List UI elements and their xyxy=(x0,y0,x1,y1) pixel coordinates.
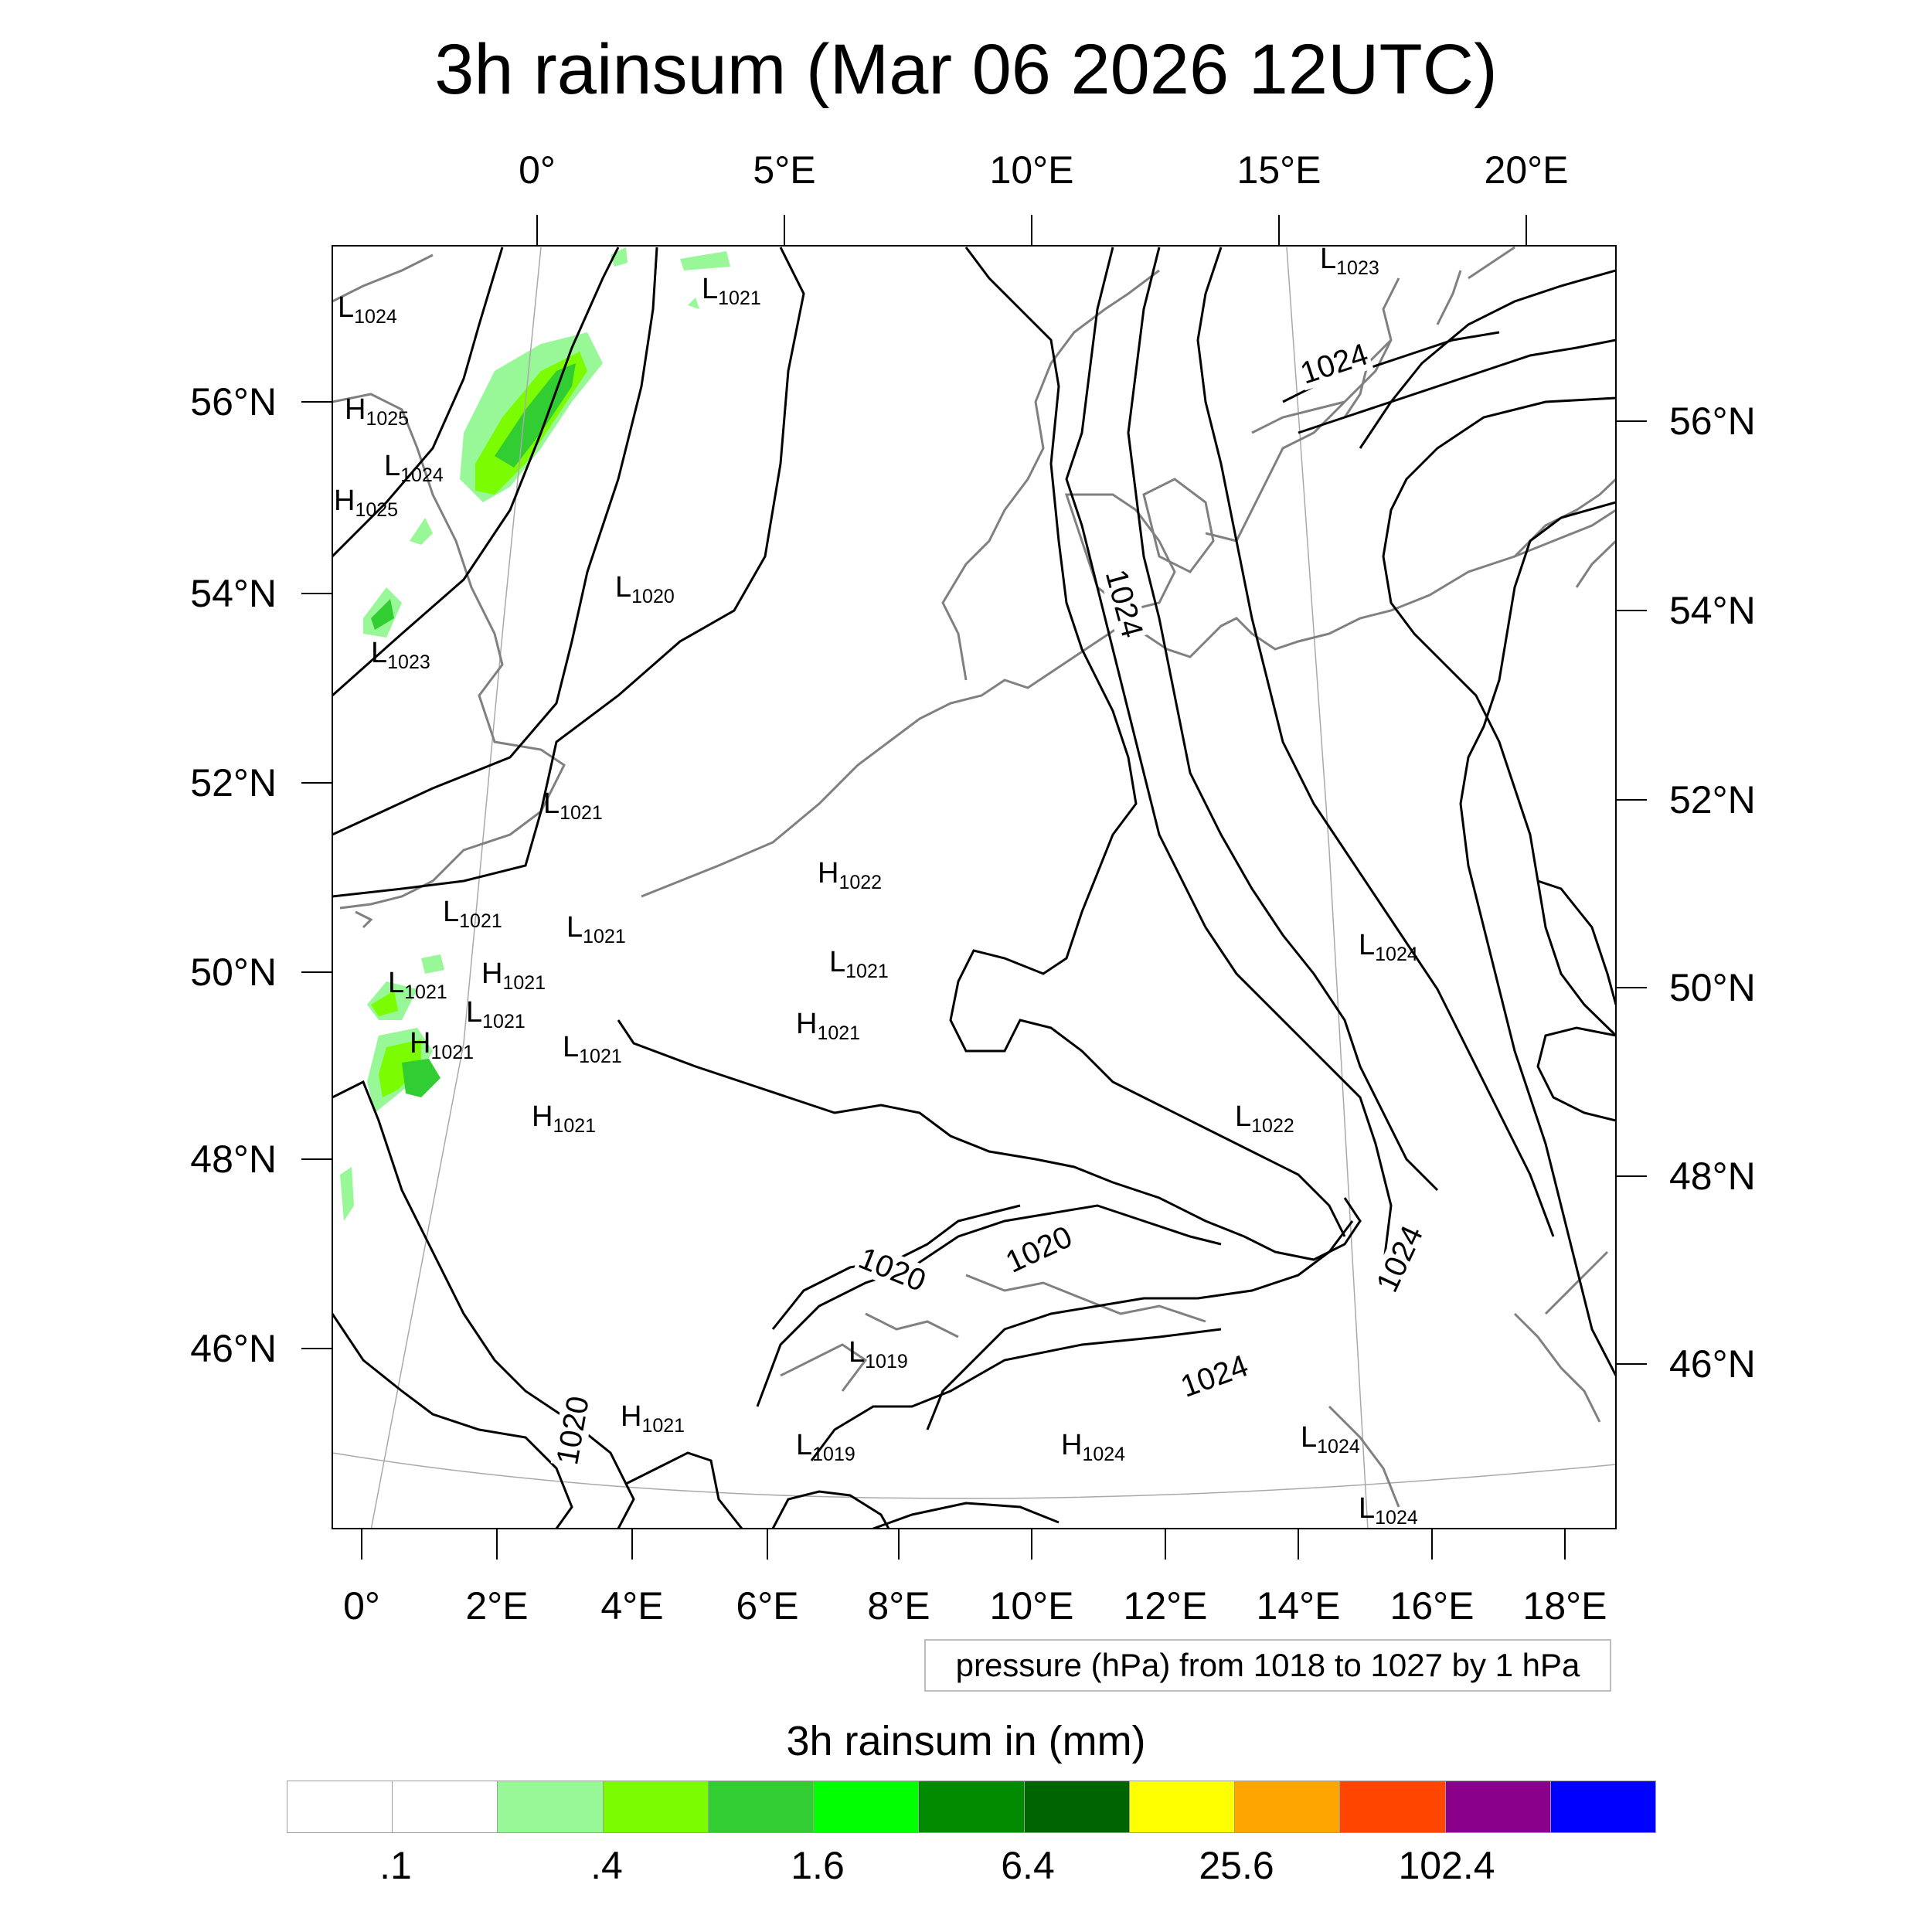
top-lon-label: 0° xyxy=(519,148,556,192)
rain-area xyxy=(371,991,398,1016)
pressure-center-label: H1021 xyxy=(621,1400,685,1437)
right-lat-label: 46°N xyxy=(1669,1342,1756,1386)
colorbar-label: .4 xyxy=(590,1844,623,1887)
rain-area xyxy=(495,363,576,468)
colorbar-label: 102.4 xyxy=(1398,1844,1495,1887)
colorbar-title: 3h rainsum in (mm) xyxy=(786,1718,1146,1764)
left-lat-label: 54°N xyxy=(190,572,277,615)
pressure-center-label: L1020 xyxy=(615,571,675,607)
pressure-center-label: L1021 xyxy=(443,896,502,932)
pressure-center-label: H1021 xyxy=(410,1027,474,1063)
isobars xyxy=(332,247,1616,1529)
bottom-lon-label: 16°E xyxy=(1389,1584,1475,1628)
pressure-center-label: L1019 xyxy=(796,1429,855,1465)
rain-area xyxy=(340,1167,354,1221)
bottom-lon-label: 14°E xyxy=(1256,1584,1341,1628)
rain-area xyxy=(611,247,628,267)
tick-marks xyxy=(301,215,1647,1560)
colorbar-box xyxy=(393,1781,498,1832)
colorbar-label: .1 xyxy=(379,1844,412,1887)
right-lat-label: 48°N xyxy=(1669,1155,1756,1198)
pressure-center-label: H1024 xyxy=(1061,1429,1126,1465)
pressure-center-label: L1023 xyxy=(371,637,430,673)
colorbar xyxy=(287,1781,1656,1833)
bottom-lon-label: 12°E xyxy=(1123,1584,1208,1628)
coastlines xyxy=(332,246,1616,1508)
pressure-center-label: L1021 xyxy=(563,1031,622,1067)
bottom-lon-label: 2°E xyxy=(465,1584,529,1628)
top-lon-label: 5°E xyxy=(753,148,816,192)
colorbar-box xyxy=(287,1781,393,1832)
pressure-center-label: H1025 xyxy=(345,393,410,430)
left-lat-label: 46°N xyxy=(190,1327,277,1370)
graticule xyxy=(332,247,1616,1529)
right-lat-label: 54°N xyxy=(1669,589,1756,632)
pressure-center-label: L1024 xyxy=(1301,1421,1360,1458)
pressure-center-label: L1021 xyxy=(702,273,761,309)
colorbar-box xyxy=(814,1781,920,1832)
pressure-center-label: H1021 xyxy=(796,1008,861,1044)
colorbar-box xyxy=(498,1781,604,1832)
colorbar-box xyxy=(708,1781,815,1832)
right-lat-label: 56°N xyxy=(1669,400,1756,443)
pressure-center-label: H1021 xyxy=(481,957,546,994)
pressure-center-label: H1022 xyxy=(818,857,883,893)
rain-areas xyxy=(340,247,730,1221)
rain-area xyxy=(688,298,699,309)
colorbar-label: 25.6 xyxy=(1199,1844,1274,1887)
top-lon-label: 20°E xyxy=(1484,148,1569,192)
pressure-center-label: L1019 xyxy=(849,1336,908,1372)
colorbar-box xyxy=(1235,1781,1341,1832)
rain-area xyxy=(421,954,444,974)
colorbar-box xyxy=(1340,1781,1446,1832)
colorbar-box xyxy=(1445,1781,1551,1832)
colorbar-box xyxy=(1550,1781,1656,1832)
right-lat-label: 50°N xyxy=(1669,966,1756,1009)
colorbar-box xyxy=(603,1781,709,1832)
pressure-center-label: L1021 xyxy=(466,996,526,1032)
rain-area xyxy=(379,1039,421,1097)
left-lat-label: 52°N xyxy=(190,761,277,804)
pressure-center-label: L1023 xyxy=(1320,243,1379,279)
top-lon-label: 10°E xyxy=(989,148,1074,192)
pressure-center-label: L1021 xyxy=(388,967,447,1003)
rain-area xyxy=(410,518,433,545)
pressure-center-label: L1022 xyxy=(1235,1100,1294,1137)
colorbar-box xyxy=(1024,1781,1130,1832)
chart-title: 3h rainsum (Mar 06 2026 12UTC) xyxy=(434,30,1498,109)
left-lat-label: 48°N xyxy=(190,1138,277,1181)
rain-area xyxy=(680,251,730,270)
pressure-center-label: H1021 xyxy=(532,1100,597,1137)
bottom-lon-label: 6°E xyxy=(736,1584,799,1628)
rain-area xyxy=(371,599,394,630)
colorbar-box xyxy=(1129,1781,1236,1832)
pressure-center-label: L1024 xyxy=(384,450,444,486)
left-lat-label: 50°N xyxy=(190,951,277,994)
bottom-lon-label: 4°E xyxy=(600,1584,664,1628)
top-lon-label: 15°E xyxy=(1236,148,1321,192)
pressure-center-label: L1024 xyxy=(1359,929,1418,965)
right-lat-label: 52°N xyxy=(1669,778,1756,821)
pressure-center-label: L1021 xyxy=(566,911,626,947)
pressure-info-box: pressure (hPa) from 1018 to 1027 by 1 hP… xyxy=(924,1639,1611,1692)
bottom-lon-label: 10°E xyxy=(989,1584,1074,1628)
pressure-center-label: L1021 xyxy=(829,946,889,982)
colorbar-box xyxy=(919,1781,1025,1832)
colorbar-label: 6.4 xyxy=(1001,1844,1055,1887)
rain-area xyxy=(402,1059,440,1097)
pressure-center-label: L1024 xyxy=(1359,1492,1418,1529)
colorbar-label: 1.6 xyxy=(791,1844,845,1887)
pressure-center-label: L1021 xyxy=(543,787,603,824)
pressure-center-label: L1024 xyxy=(338,291,397,328)
bottom-lon-label: 18°E xyxy=(1522,1584,1607,1628)
left-lat-label: 56°N xyxy=(190,380,277,423)
bottom-lon-label: 0° xyxy=(343,1584,380,1628)
pressure-center-label: H1025 xyxy=(334,485,399,521)
bottom-lon-label: 8°E xyxy=(867,1584,930,1628)
map-frame xyxy=(332,245,1617,1529)
